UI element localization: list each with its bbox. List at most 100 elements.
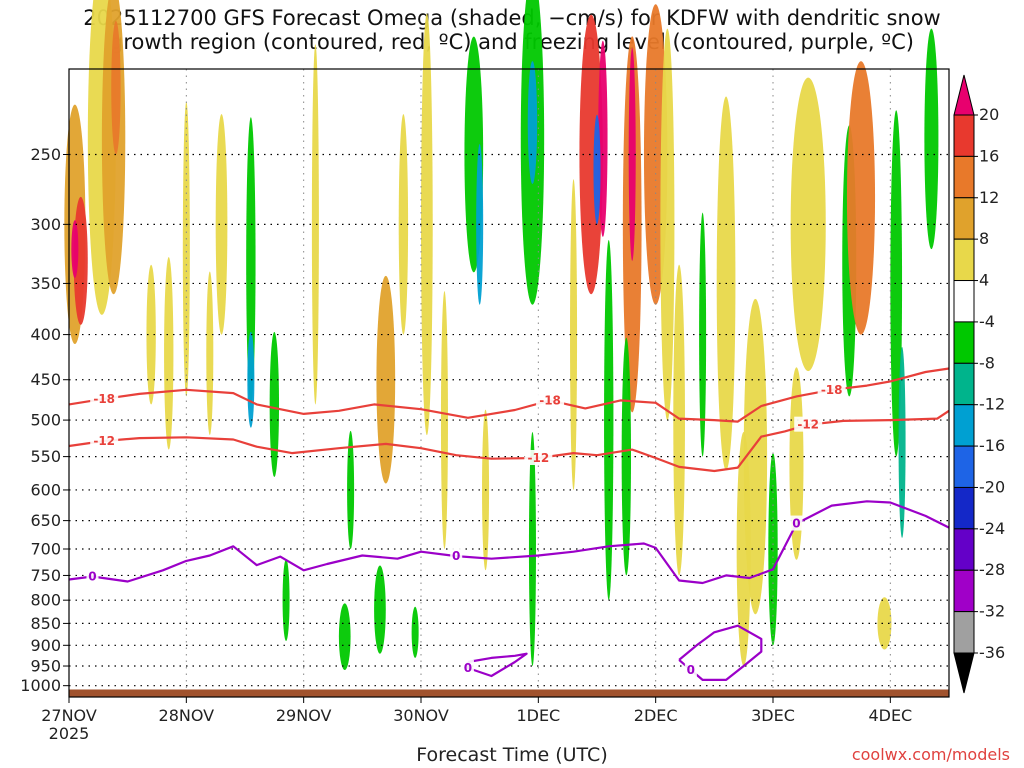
contour-dgz-top	[68, 367, 950, 423]
omega-cell	[182, 101, 190, 397]
y-tick-label: 300	[30, 215, 61, 234]
omega-cell	[411, 606, 419, 658]
colorbar-cell	[953, 74, 975, 116]
colorbar-label: 16	[979, 146, 999, 165]
colorbar-cell	[953, 652, 975, 694]
colorbar-label: -36	[979, 643, 1005, 662]
contour-layer: -18 -18 -18 -12 -12 -12 0 0 0 0 0	[68, 367, 950, 682]
omega-cell	[347, 430, 355, 550]
y-tick-label: 750	[30, 566, 61, 585]
contour-label: -18	[539, 393, 561, 407]
colorbar-cell	[953, 238, 975, 282]
contour-label-bg	[536, 392, 565, 408]
contour-label: 0	[687, 663, 695, 677]
omega-cell	[247, 331, 255, 428]
omega-cell	[673, 264, 685, 576]
colorbar-label: 12	[979, 188, 999, 207]
omega-cell	[846, 61, 876, 335]
x-tick-label: 2DEC	[634, 706, 678, 725]
colorbar-label: -4	[979, 312, 995, 331]
colorbar-cell	[953, 362, 975, 406]
ground-surface	[69, 689, 949, 697]
x-tick-label: 4DEC	[868, 706, 912, 725]
y-tick-label: 1000	[20, 676, 61, 695]
omega-cell	[598, 40, 608, 237]
colorbar: 20 16 12 8 4 -4 -8 -12 -16 -20 -24 -28 -32 -36	[953, 74, 1005, 694]
omega-cell	[628, 48, 636, 261]
ground-layer	[69, 689, 949, 697]
y-tick-label: 450	[30, 370, 61, 389]
omega-cell	[374, 565, 386, 654]
omega-cell	[440, 291, 448, 550]
y-tick-label: 500	[30, 411, 61, 430]
x-axis: 27NOV 28NOV 29NOV 30NOV 1DEC 2DEC 3DEC 4DEC 2025	[41, 697, 912, 743]
y-axis: 250 300 350 400 450 500 550 600 650 700 750 800 850 9…	[20, 145, 69, 695]
y-tick-label: 850	[30, 614, 61, 633]
contour-freezing-pocket-b	[678, 624, 763, 682]
colorbar-label: 20	[979, 105, 999, 124]
omega-cell	[215, 114, 228, 335]
omega-cell	[246, 117, 256, 405]
colorbar-cell	[953, 528, 975, 571]
y-tick-label: 350	[30, 274, 61, 293]
contour-label-bg	[794, 416, 823, 432]
omega-cell	[877, 597, 892, 650]
colorbar-cell	[953, 321, 975, 364]
colorbar-label: -20	[979, 477, 1005, 496]
contour-label-bg	[790, 515, 803, 531]
x-year-label: 2025	[49, 724, 90, 743]
contour-label-bg	[86, 568, 99, 584]
colorbar-cell	[953, 114, 975, 157]
colorbar-label: -24	[979, 519, 1005, 538]
colorbar-label: 4	[979, 271, 989, 290]
colorbar-cell	[953, 569, 975, 613]
omega-cell	[621, 337, 632, 576]
contour-label: 0	[88, 569, 96, 583]
y-tick-label: 650	[30, 511, 61, 530]
contour-label: 0	[464, 661, 472, 675]
omega-cell	[768, 452, 778, 646]
x-tick-label: 27NOV	[41, 706, 97, 725]
contour-label-bg	[817, 381, 846, 397]
x-axis-label: Forecast Time (UTC)	[416, 744, 608, 766]
omega-cell	[146, 264, 156, 405]
y-tick-label: 950	[30, 657, 61, 676]
contour-label: -18	[93, 392, 115, 406]
contour-label-bg	[684, 662, 697, 678]
omega-cell	[71, 220, 79, 278]
title-line-1: 2025112700 GFS Forecast Omega (shaded, −…	[83, 6, 941, 30]
colorbar-cell	[953, 611, 975, 654]
contour-label: -12	[93, 434, 115, 448]
omega-cell	[206, 271, 214, 436]
omega-cell	[528, 431, 536, 667]
colorbar-cell	[953, 197, 975, 240]
omega-cell	[890, 110, 903, 457]
x-tick-label: 28NOV	[159, 706, 215, 725]
contour-label: -12	[527, 451, 549, 465]
omega-cell	[790, 77, 826, 372]
y-tick-label: 900	[30, 636, 61, 655]
omega-cell	[376, 275, 396, 484]
contour-label-bg	[524, 449, 553, 465]
omega-cell	[593, 114, 601, 225]
contour-label-bg	[90, 390, 119, 406]
colorbar-label: -32	[979, 602, 1005, 621]
contour-label: -12	[797, 418, 819, 432]
omega-cell	[269, 331, 280, 477]
y-tick-label: 600	[30, 480, 61, 499]
omega-cell	[570, 179, 578, 490]
y-tick-label: 550	[30, 447, 61, 466]
y-tick-label: 400	[30, 325, 61, 344]
omega-cell	[398, 114, 409, 335]
y-tick-label: 250	[30, 145, 61, 164]
omega-cell	[736, 431, 751, 667]
title-line-2: growth region (contoured, red, ºC) and f…	[110, 30, 914, 54]
contour-label-bg	[90, 432, 119, 448]
omega-cell	[527, 61, 538, 184]
colorbar-label: 8	[979, 229, 989, 248]
contour-label: 0	[792, 517, 800, 531]
omega-cell	[924, 28, 939, 250]
credit-text: coolwx.com/models	[851, 745, 1010, 764]
chart-title: 2025112700 GFS Forecast Omega (shaded, −…	[0, 6, 1024, 54]
